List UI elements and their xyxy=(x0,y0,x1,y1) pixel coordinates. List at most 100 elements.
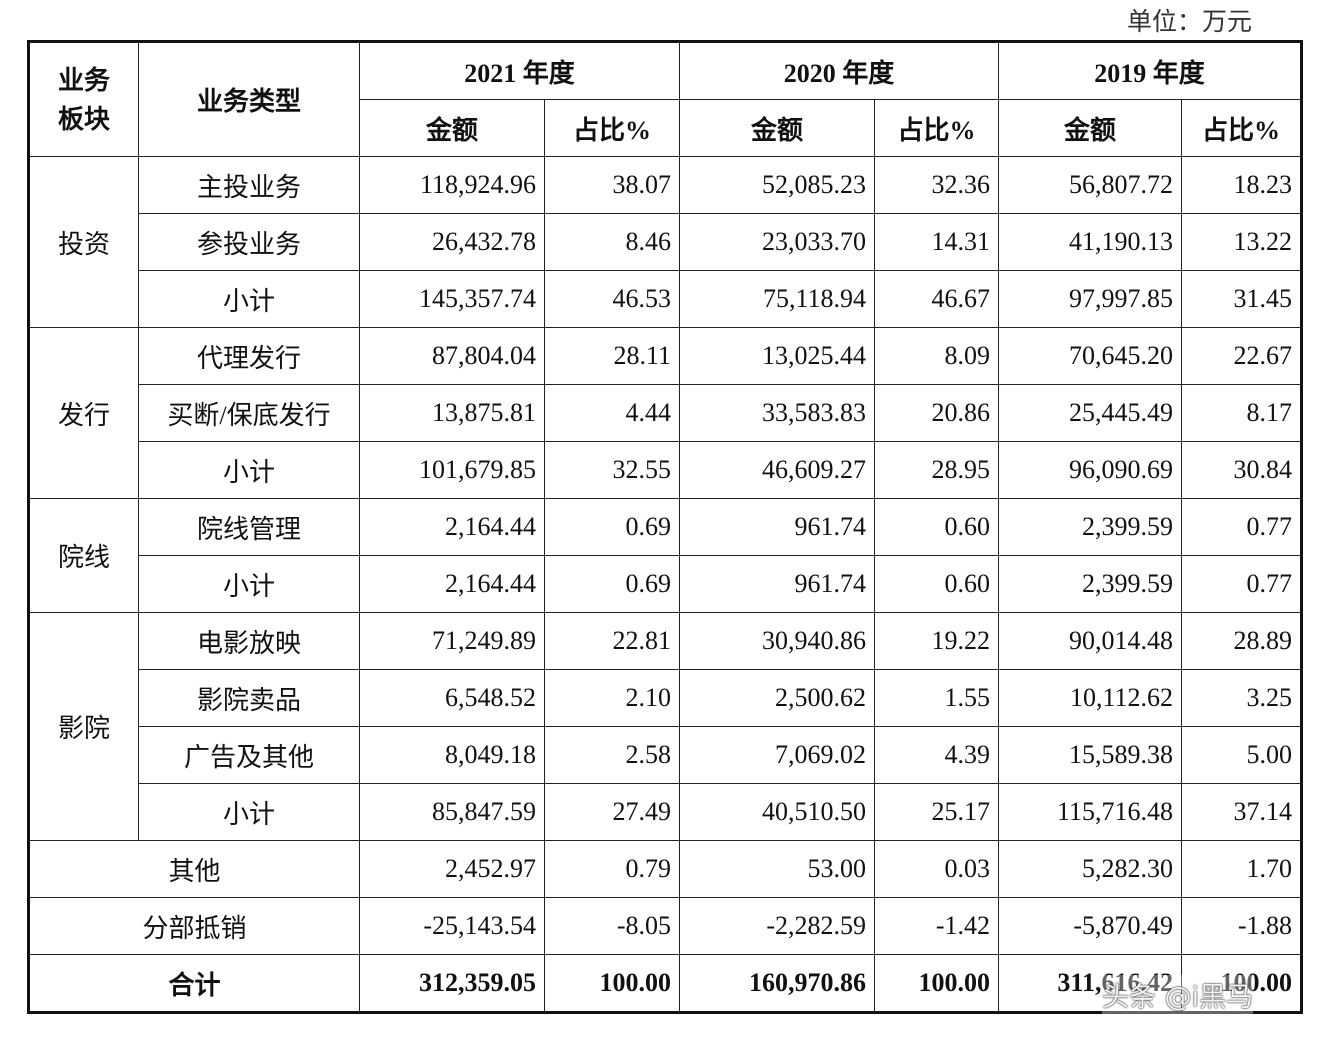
table-row: 买断/保底发行 13,875.81 4.44 33,583.83 20.86 25,445… xyxy=(29,384,1302,442)
value-cell: 7,069.02 xyxy=(679,726,875,784)
sub-header: 占比% xyxy=(874,99,999,157)
value-cell: 30.84 xyxy=(1181,441,1302,499)
value-cell: 2,164.44 xyxy=(359,555,545,613)
value-cell: 15,589.38 xyxy=(998,726,1182,784)
value-cell: 26,432.78 xyxy=(359,213,545,271)
value-cell: 118,924.96 xyxy=(359,156,545,214)
value-cell: 52,085.23 xyxy=(679,156,875,214)
value-cell: 46.67 xyxy=(874,270,999,328)
value-cell: 2,452.97 xyxy=(359,840,545,898)
business-type: 买断/保底发行 xyxy=(138,384,360,442)
value-cell: 46,609.27 xyxy=(679,441,875,499)
value-cell: 145,357.74 xyxy=(359,270,545,328)
value-cell: 25.17 xyxy=(874,783,999,841)
value-cell: 101,679.85 xyxy=(359,441,545,499)
value-cell: 18.23 xyxy=(1181,156,1302,214)
value-cell: 13.22 xyxy=(1181,213,1302,271)
business-type: 影院卖品 xyxy=(138,669,360,727)
business-type: 代理发行 xyxy=(138,327,360,385)
value-cell: 2,164.44 xyxy=(359,498,545,556)
value-cell: 5,282.30 xyxy=(998,840,1182,898)
value-cell: -1.42 xyxy=(874,897,999,955)
segment-name: 影院 xyxy=(28,612,139,841)
revenue-table: 业务板块 业务类型 2021 年度 2020 年度 2019 年度 金额 占比% 金额 占比% 金… xyxy=(27,40,1303,1014)
value-cell: 75,118.94 xyxy=(679,270,875,328)
value-cell: 56,807.72 xyxy=(998,156,1182,214)
value-cell: 8.09 xyxy=(874,327,999,385)
table-row: 广告及其他 8,049.18 2.58 7,069.02 4.39 15,589.38 5.… xyxy=(29,726,1302,784)
value-cell: 312,359.05 xyxy=(359,954,545,1013)
table-row: 影院卖品 6,548.52 2.10 2,500.62 1.55 10,112.62 3.2… xyxy=(29,669,1302,727)
value-cell: 28.95 xyxy=(874,441,999,499)
business-type: 参投业务 xyxy=(138,213,360,271)
value-cell: 961.74 xyxy=(679,555,875,613)
sub-header: 占比% xyxy=(544,99,680,157)
value-cell: -2,282.59 xyxy=(679,897,875,955)
value-cell: 40,510.50 xyxy=(679,783,875,841)
value-cell: 46.53 xyxy=(544,270,680,328)
value-cell: 23,033.70 xyxy=(679,213,875,271)
value-cell: 8,049.18 xyxy=(359,726,545,784)
value-cell: 2,500.62 xyxy=(679,669,875,727)
segment-name: 发行 xyxy=(28,327,139,499)
unit-label: 单位：万元 xyxy=(1126,9,1252,36)
business-type: 小计 xyxy=(138,441,360,499)
header-text: 业务板块 xyxy=(57,65,110,134)
business-type: 广告及其他 xyxy=(138,726,360,784)
table-row: 发行 代理发行 87,804.04 28.11 13,025.44 8.09 70,645.… xyxy=(28,327,1302,499)
value-cell: 4.44 xyxy=(544,384,680,442)
value-cell: 10,112.62 xyxy=(998,669,1182,727)
table-row: 小计 2,164.44 0.69 961.74 0.60 2,399.59 0.77 xyxy=(29,555,1302,613)
value-cell: 0.03 xyxy=(874,840,999,898)
value-cell: 27.49 xyxy=(544,783,680,841)
value-cell: 0.77 xyxy=(1181,555,1302,613)
value-cell: 115,716.48 xyxy=(998,783,1182,841)
value-cell: -1.88 xyxy=(1181,897,1302,955)
business-type: 小计 xyxy=(138,270,360,328)
table-row: 影院 电影放映 71,249.89 22.81 30,940.86 19.22 90,014… xyxy=(28,612,1302,841)
business-type: 电影放映 xyxy=(138,612,360,670)
value-cell: 25,445.49 xyxy=(998,384,1182,442)
value-cell: 13,875.81 xyxy=(359,384,545,442)
sub-header: 占比% xyxy=(1181,99,1302,157)
value-cell: 8.17 xyxy=(1181,384,1302,442)
sub-header: 金额 xyxy=(998,99,1182,157)
value-cell: 2,399.59 xyxy=(998,498,1182,556)
value-cell: 0.60 xyxy=(874,555,999,613)
value-cell: 28.11 xyxy=(544,327,680,385)
value-cell: 38.07 xyxy=(544,156,680,214)
table-row: 参投业务 26,432.78 8.46 23,033.70 14.31 41,190.13… xyxy=(29,213,1302,271)
value-cell: 90,014.48 xyxy=(998,612,1182,670)
value-cell: 1.55 xyxy=(874,669,999,727)
table-row: 小计 101,679.85 32.55 46,609.27 28.95 96,090.69… xyxy=(29,441,1302,499)
value-cell: 8.46 xyxy=(544,213,680,271)
value-cell: -25,143.54 xyxy=(359,897,545,955)
year-header: 2020 年度 xyxy=(679,41,999,100)
value-cell: 37.14 xyxy=(1181,783,1302,841)
value-cell: 28.89 xyxy=(1181,612,1302,670)
row-label: 合计 xyxy=(28,954,360,1013)
value-cell: 961.74 xyxy=(679,498,875,556)
table-row: 小计 145,357.74 46.53 75,118.94 46.67 97,997.85… xyxy=(29,270,1302,328)
value-cell: 96,090.69 xyxy=(998,441,1182,499)
value-cell: 22.67 xyxy=(1181,327,1302,385)
business-type: 主投业务 xyxy=(138,156,360,214)
table-row: 院线 院线管理 2,164.44 0.69 961.74 0.60 2,399.59 0.77 xyxy=(28,498,1302,613)
value-cell: 41,190.13 xyxy=(998,213,1182,271)
header-cell: 业务类型 xyxy=(138,41,360,157)
value-cell: 14.31 xyxy=(874,213,999,271)
value-cell: 100.00 xyxy=(1181,954,1302,1013)
value-cell: 53.00 xyxy=(679,840,875,898)
value-cell: 2.10 xyxy=(544,669,680,727)
value-cell: 0.60 xyxy=(874,498,999,556)
value-cell: 22.81 xyxy=(544,612,680,670)
value-cell: -5,870.49 xyxy=(998,897,1182,955)
value-cell: 100.00 xyxy=(874,954,999,1013)
watermark: 头条 @i黑马 xyxy=(1102,975,1254,1014)
value-cell: 97,997.85 xyxy=(998,270,1182,328)
value-cell: 19.22 xyxy=(874,612,999,670)
value-cell: 70,645.20 xyxy=(998,327,1182,385)
value-cell: 6,548.52 xyxy=(359,669,545,727)
segment-name: 院线 xyxy=(28,498,139,613)
